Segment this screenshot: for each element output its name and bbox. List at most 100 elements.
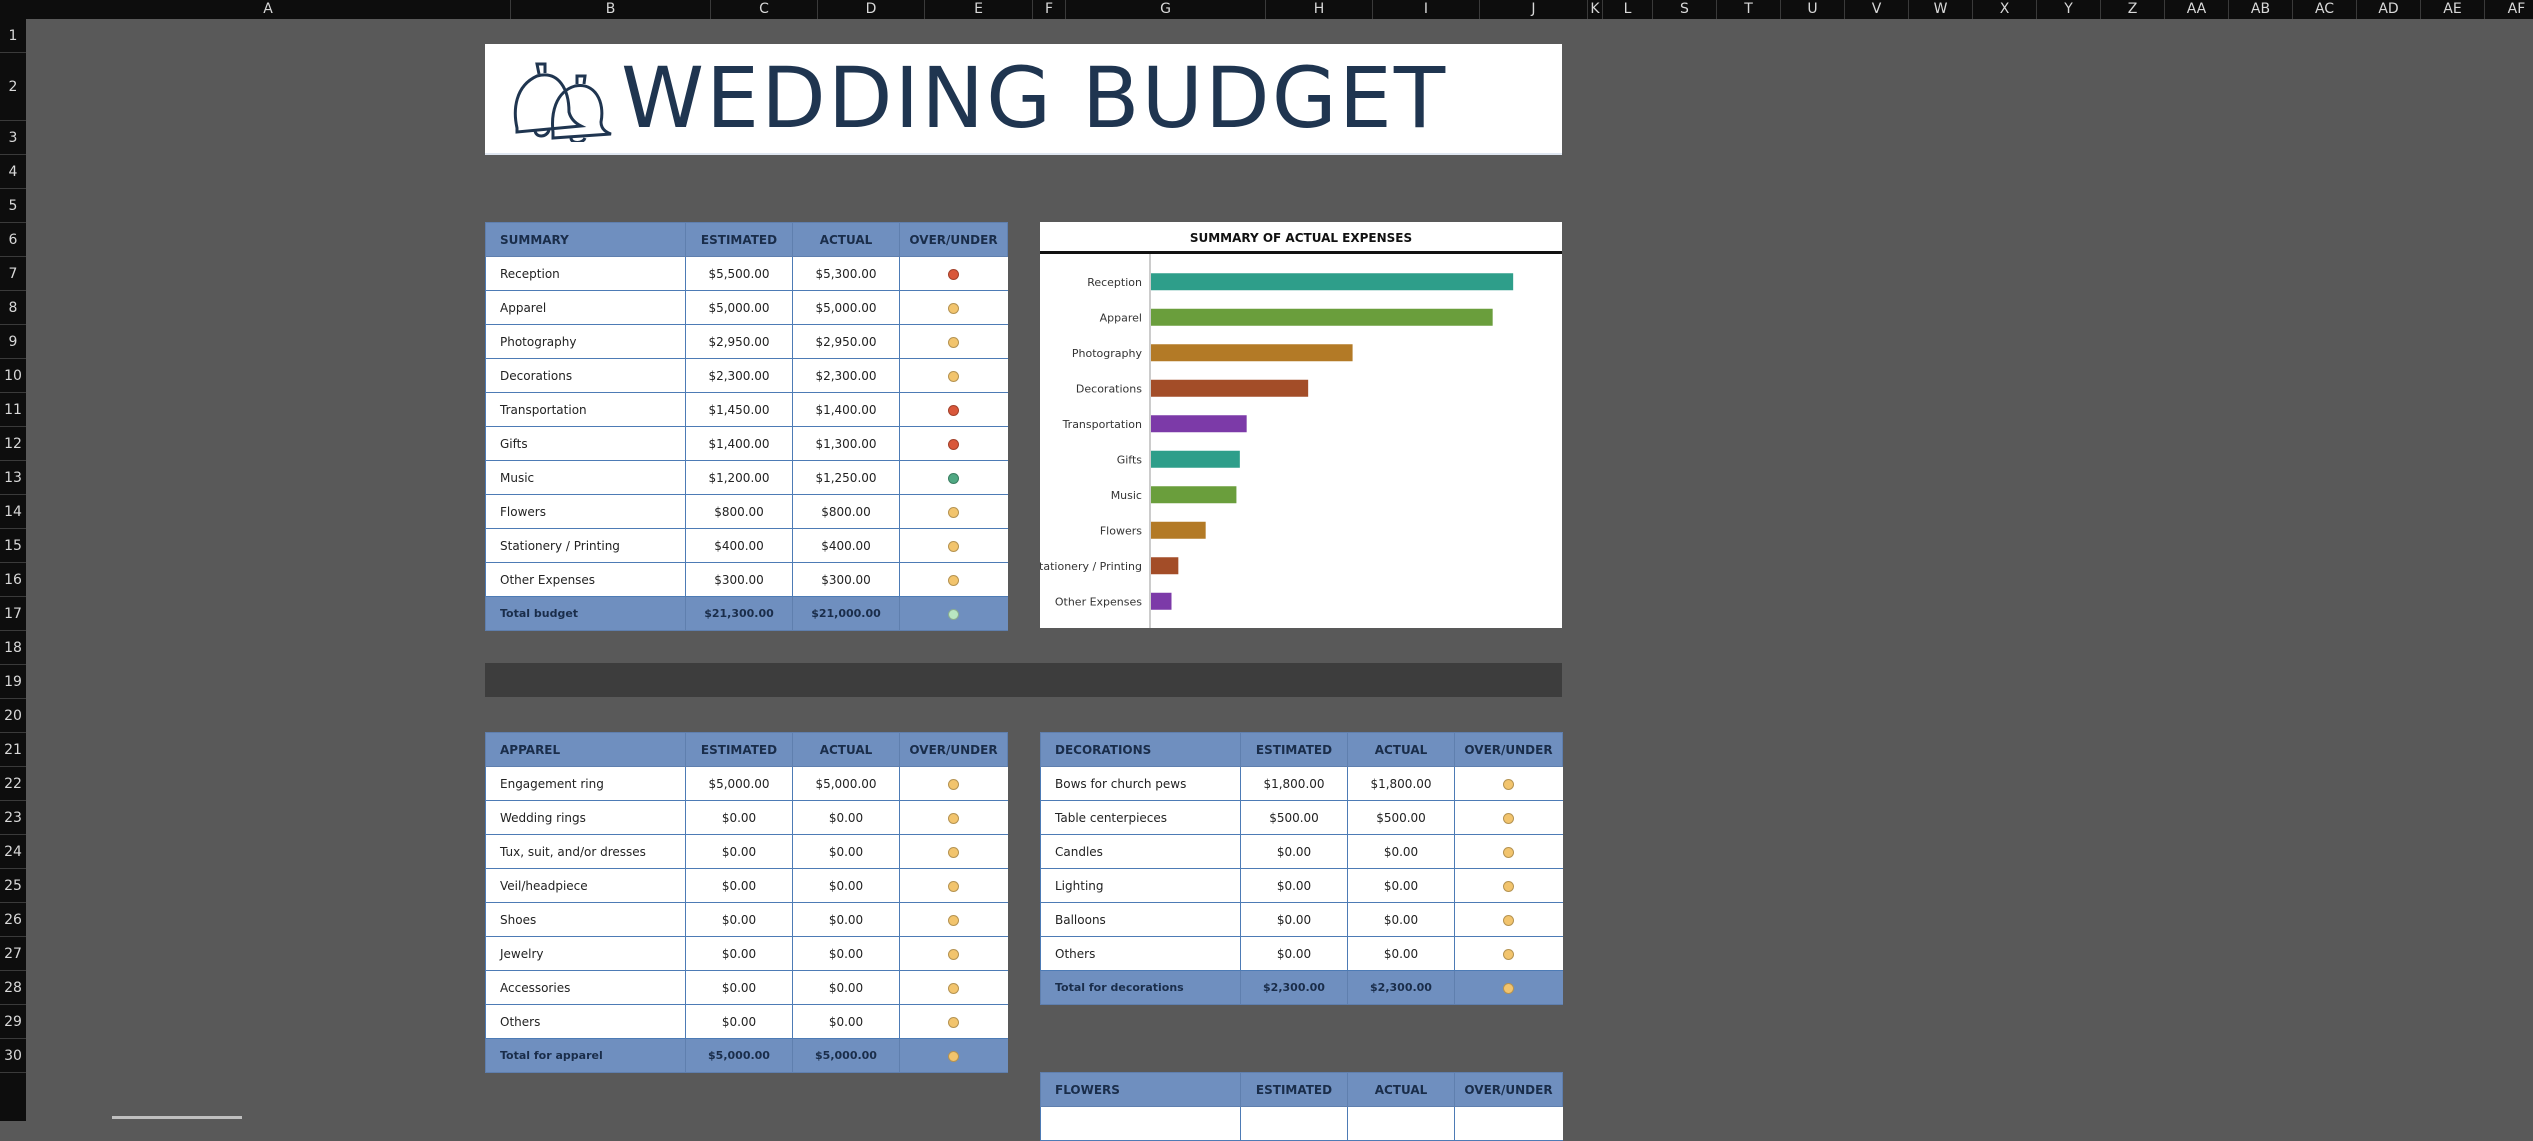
actual-cell[interactable]: $0.00 xyxy=(792,970,900,1005)
actual-cell[interactable]: $0.00 xyxy=(792,800,900,835)
actual-cell[interactable]: $0.00 xyxy=(1347,868,1455,903)
column-header[interactable]: S xyxy=(1653,0,1717,19)
table-row[interactable]: Bows for church pews $1,800.00 $1,800.00 xyxy=(1040,766,1563,801)
chart-bar[interactable] xyxy=(1151,379,1309,397)
table-row[interactable]: Decorations $2,300.00 $2,300.00 xyxy=(485,358,1008,393)
chart-bar[interactable] xyxy=(1151,521,1206,539)
table-row[interactable]: Apparel $5,000.00 $5,000.00 xyxy=(485,290,1008,325)
estimated-cell[interactable]: $0.00 xyxy=(685,834,793,869)
row-header[interactable]: 12 xyxy=(0,427,26,461)
column-header[interactable]: H xyxy=(1266,0,1373,19)
estimated-cell[interactable]: $5,500.00 xyxy=(685,256,793,291)
column-header[interactable]: W xyxy=(1909,0,1973,19)
estimated-cell[interactable]: $1,800.00 xyxy=(1240,766,1348,801)
item-name-cell[interactable]: Decorations xyxy=(485,358,686,393)
item-name-cell[interactable]: Accessories xyxy=(485,970,686,1005)
item-name-cell[interactable]: Engagement ring xyxy=(485,766,686,801)
item-name-cell[interactable]: Jewelry xyxy=(485,936,686,971)
table-row[interactable]: Photography $2,950.00 $2,950.00 xyxy=(485,324,1008,359)
column-header[interactable]: B xyxy=(511,0,711,19)
row-header[interactable]: 2 xyxy=(0,53,26,121)
item-name-cell[interactable]: Bows for church pews xyxy=(1040,766,1241,801)
row-header[interactable]: 29 xyxy=(0,1005,26,1039)
column-header[interactable]: G xyxy=(1066,0,1266,19)
item-name-cell[interactable]: Total for apparel xyxy=(485,1038,686,1073)
actual-expenses-chart[interactable]: SUMMARY OF ACTUAL EXPENSES Reception Appa… xyxy=(1040,222,1562,628)
total-row[interactable]: Total budget $21,300.00 $21,000.00 xyxy=(485,596,1008,631)
chart-bar[interactable] xyxy=(1151,273,1514,291)
item-name-cell[interactable]: Tux, suit, and/or dresses xyxy=(485,834,686,869)
row-header[interactable]: 26 xyxy=(0,903,26,937)
table-row[interactable]: Balloons $0.00 $0.00 xyxy=(1040,902,1563,937)
item-name-cell[interactable]: Photography xyxy=(485,324,686,359)
table-row[interactable]: Flowers $800.00 $800.00 xyxy=(485,494,1008,529)
table-row[interactable]: Engagement ring $5,000.00 $5,000.00 xyxy=(485,766,1008,801)
select-all-corner[interactable] xyxy=(0,0,26,19)
table-row[interactable]: Gifts $1,400.00 $1,300.00 xyxy=(485,426,1008,461)
table-row[interactable]: Jewelry $0.00 $0.00 xyxy=(485,936,1008,971)
estimated-cell[interactable]: $0.00 xyxy=(1240,868,1348,903)
column-header[interactable]: AB xyxy=(2229,0,2293,19)
column-header[interactable]: E xyxy=(925,0,1033,19)
actual-cell[interactable]: $0.00 xyxy=(792,1004,900,1039)
column-header[interactable]: AE xyxy=(2421,0,2485,19)
estimated-cell[interactable]: $2,300.00 xyxy=(1240,970,1348,1005)
column-header[interactable]: J xyxy=(1480,0,1588,19)
item-name-cell[interactable]: Total budget xyxy=(485,596,686,631)
estimated-cell[interactable]: $0.00 xyxy=(685,970,793,1005)
actual-cell[interactable]: $5,000.00 xyxy=(792,290,900,325)
row-header[interactable]: 7 xyxy=(0,257,26,291)
chart-bar[interactable] xyxy=(1151,415,1247,433)
row-header[interactable]: 18 xyxy=(0,631,26,665)
row-header[interactable]: 22 xyxy=(0,767,26,801)
table-row[interactable] xyxy=(1040,1106,1563,1141)
estimated-cell[interactable]: $0.00 xyxy=(1240,834,1348,869)
column-header[interactable]: A xyxy=(26,0,511,19)
row-header[interactable]: 23 xyxy=(0,801,26,835)
column-header[interactable]: AF xyxy=(2485,0,2533,19)
column-header[interactable]: T xyxy=(1717,0,1781,19)
estimated-cell[interactable]: $5,000.00 xyxy=(685,290,793,325)
column-header[interactable]: Y xyxy=(2037,0,2101,19)
table-row[interactable]: Veil/headpiece $0.00 $0.00 xyxy=(485,868,1008,903)
estimated-cell[interactable]: $0.00 xyxy=(685,868,793,903)
column-header[interactable]: AA xyxy=(2165,0,2229,19)
chart-bar[interactable] xyxy=(1151,308,1493,326)
row-header[interactable]: 16 xyxy=(0,563,26,597)
table-row[interactable]: Accessories $0.00 $0.00 xyxy=(485,970,1008,1005)
estimated-cell[interactable]: $2,300.00 xyxy=(685,358,793,393)
item-name-cell[interactable]: Table centerpieces xyxy=(1040,800,1241,835)
table-row[interactable]: Stationery / Printing $400.00 $400.00 xyxy=(485,528,1008,563)
row-header[interactable]: 11 xyxy=(0,393,26,427)
item-name-cell[interactable]: Others xyxy=(1040,936,1241,971)
item-name-cell[interactable]: Others xyxy=(485,1004,686,1039)
total-row[interactable]: Total for apparel $5,000.00 $5,000.00 xyxy=(485,1038,1008,1073)
estimated-cell[interactable]: $0.00 xyxy=(685,902,793,937)
estimated-cell[interactable]: $0.00 xyxy=(1240,902,1348,937)
column-header[interactable]: AC xyxy=(2293,0,2357,19)
table-row[interactable]: Others $0.00 $0.00 xyxy=(1040,936,1563,971)
row-header[interactable]: 10 xyxy=(0,359,26,393)
actual-cell[interactable]: $2,300.00 xyxy=(792,358,900,393)
row-header[interactable]: 3 xyxy=(0,121,26,155)
estimated-cell[interactable]: $0.00 xyxy=(685,800,793,835)
actual-cell[interactable]: $0.00 xyxy=(1347,834,1455,869)
estimated-cell[interactable]: $1,450.00 xyxy=(685,392,793,427)
estimated-cell[interactable]: $2,950.00 xyxy=(685,324,793,359)
table-row[interactable]: Table centerpieces $500.00 $500.00 xyxy=(1040,800,1563,835)
column-header[interactable]: U xyxy=(1781,0,1845,19)
column-header[interactable]: V xyxy=(1845,0,1909,19)
item-name-cell[interactable]: Total for decorations xyxy=(1040,970,1241,1005)
table-row[interactable]: Candles $0.00 $0.00 xyxy=(1040,834,1563,869)
table-row[interactable]: Reception $5,500.00 $5,300.00 xyxy=(485,256,1008,291)
table-row[interactable]: Other Expenses $300.00 $300.00 xyxy=(485,562,1008,597)
row-header[interactable]: 17 xyxy=(0,597,26,631)
item-name-cell[interactable]: Transportation xyxy=(485,392,686,427)
item-name-cell[interactable]: Flowers xyxy=(485,494,686,529)
item-name-cell[interactable]: Gifts xyxy=(485,426,686,461)
actual-cell[interactable]: $1,400.00 xyxy=(792,392,900,427)
row-header[interactable]: 8 xyxy=(0,291,26,325)
item-name-cell[interactable]: Balloons xyxy=(1040,902,1241,937)
estimated-cell[interactable]: $400.00 xyxy=(685,528,793,563)
estimated-cell[interactable]: $0.00 xyxy=(685,936,793,971)
